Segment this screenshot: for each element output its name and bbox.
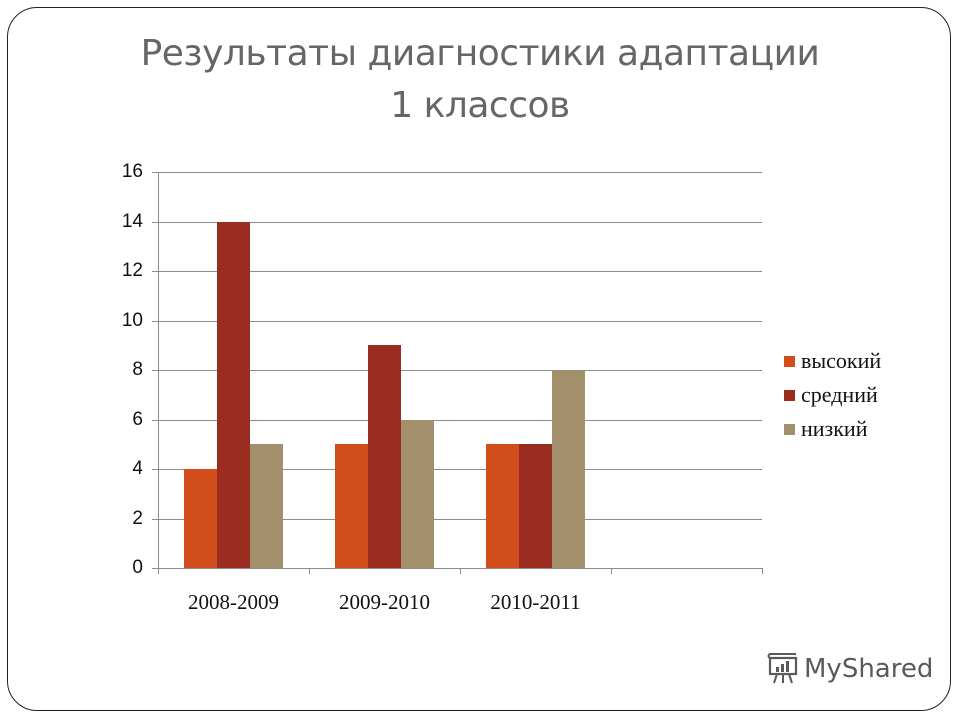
y-tick-label: 16 — [121, 161, 143, 182]
bar-низкий-2009-2010 — [401, 419, 434, 568]
chart-legend: высокий средний низкий — [784, 344, 881, 446]
bar-средний-2009-2010 — [368, 345, 401, 568]
x-tick-mark — [158, 568, 159, 574]
bar-средний-2010-2011 — [519, 444, 552, 568]
legend-swatch-icon — [784, 355, 795, 367]
x-category-label: 2009-2010 — [339, 590, 430, 614]
y-tick-label: 12 — [121, 260, 143, 281]
bar-низкий-2008-2009 — [250, 444, 283, 568]
gridline — [152, 370, 762, 371]
legend-label: высокий — [801, 348, 882, 373]
x-tick-mark — [611, 568, 612, 574]
watermark: MyShared — [766, 652, 933, 686]
bar-высокий-2010-2011 — [486, 444, 519, 568]
legend-item: высокий — [784, 344, 881, 378]
gridline — [152, 419, 762, 421]
x-tick-mark — [460, 568, 461, 574]
gridline — [152, 469, 762, 470]
bar-высокий-2009-2010 — [335, 444, 368, 568]
x-tick-mark — [309, 568, 310, 574]
y-tick-label: 14 — [121, 210, 143, 232]
legend-item: низкий — [784, 412, 881, 446]
y-tick-label: 4 — [132, 458, 143, 479]
bar-высокий-2008-2009 — [184, 469, 217, 568]
y-tick-label: 10 — [121, 309, 143, 331]
presentation-board-icon — [767, 653, 798, 684]
y-tick-label: 8 — [132, 359, 143, 380]
y-tick-label: 2 — [132, 507, 143, 529]
gridline — [152, 568, 762, 569]
bar-средний-2008-2009 — [217, 221, 250, 568]
legend-swatch-icon — [784, 423, 795, 435]
gridline — [152, 172, 762, 173]
y-axis — [158, 172, 159, 568]
legend-label: низкий — [801, 416, 868, 441]
title-line-2: 1 классов — [390, 85, 570, 126]
x-category-label: 2010-2011 — [490, 590, 581, 614]
legend-swatch-icon — [784, 389, 795, 401]
y-tick-label: 0 — [132, 557, 143, 578]
title-line-1: Результаты диагностики адаптации — [140, 33, 820, 74]
gridline — [152, 221, 762, 223]
watermark-text: MyShared — [804, 654, 934, 684]
x-category-label: 2008-2009 — [188, 590, 279, 614]
gridline — [152, 518, 762, 520]
slide-title: Результаты диагностики адаптации 1 класс… — [60, 28, 900, 132]
gridline — [152, 271, 762, 272]
bar-низкий-2010-2011 — [552, 370, 585, 568]
y-tick-label: 6 — [132, 408, 143, 430]
legend-item: средний — [784, 378, 881, 412]
gridline — [152, 320, 762, 322]
legend-label: средний — [801, 382, 878, 407]
x-tick-mark — [762, 568, 763, 574]
